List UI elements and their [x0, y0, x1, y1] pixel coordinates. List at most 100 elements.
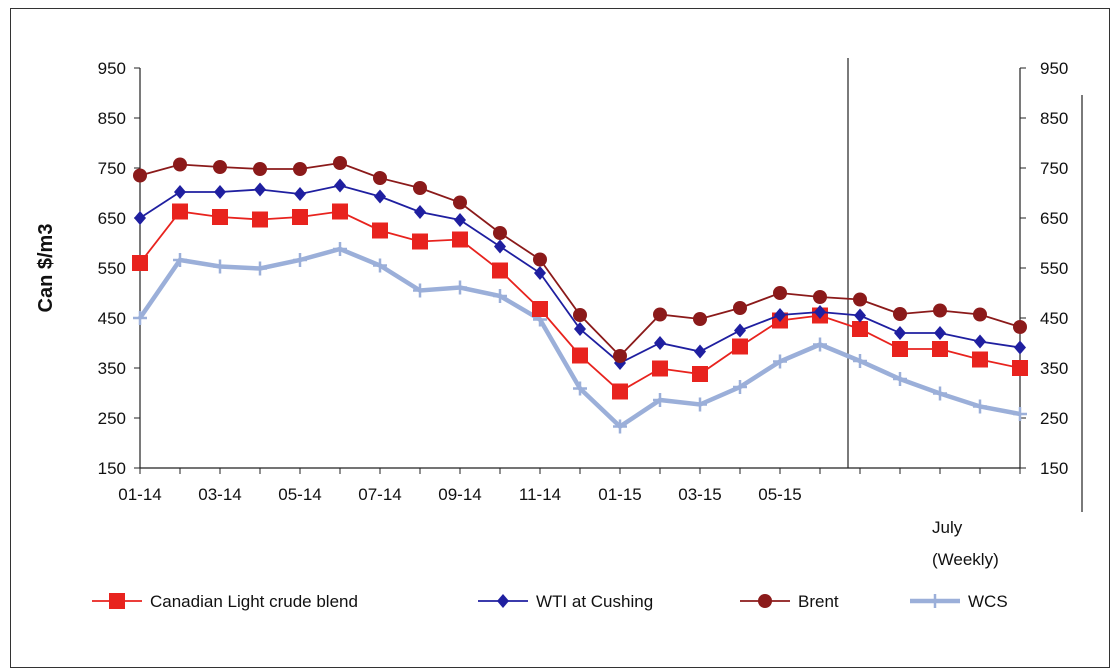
data-point-canadian-light-crude-blend: [972, 351, 988, 368]
legend-swatch-marker: [758, 594, 772, 608]
data-point-brent: [813, 290, 827, 304]
data-point-canadian-light-crude-blend: [532, 301, 548, 317]
legend-label: WTI at Cushing: [536, 592, 653, 611]
legend-label: WCS: [968, 592, 1008, 611]
data-point-wcs: [413, 283, 427, 298]
data-point-wti-at-cushing: [854, 308, 866, 323]
data-point-wti-at-cushing: [574, 322, 586, 336]
data-point-wcs: [453, 280, 467, 295]
data-point-wcs: [253, 261, 267, 276]
y-tick-label-right: 450: [1040, 309, 1068, 328]
data-point-brent: [1013, 320, 1027, 334]
data-point-wti-at-cushing: [494, 239, 506, 254]
data-point-brent: [213, 160, 227, 174]
y-tick-label-right: 350: [1040, 359, 1068, 378]
x-tick-label: 09-14: [438, 485, 481, 504]
data-point-wti-at-cushing: [214, 185, 226, 199]
x-tick-label: 05-14: [278, 485, 321, 504]
data-point-wcs: [933, 386, 947, 401]
y-axis-title: Can $/m3: [35, 224, 57, 313]
data-point-wti-at-cushing: [454, 213, 466, 227]
data-point-canadian-light-crude-blend: [332, 203, 348, 220]
data-point-wti-at-cushing: [934, 326, 946, 340]
data-point-canadian-light-crude-blend: [212, 209, 228, 225]
data-point-wti-at-cushing: [814, 305, 826, 319]
data-point-wcs: [973, 399, 987, 414]
data-point-wti-at-cushing: [1014, 340, 1026, 355]
data-point-wti-at-cushing: [294, 187, 306, 201]
data-point-canadian-light-crude-blend: [892, 341, 908, 357]
series-layer: [132, 156, 1028, 434]
weekly-label-line1: July: [932, 518, 963, 537]
data-point-wcs: [573, 381, 587, 396]
data-point-wcs: [613, 419, 627, 434]
data-point-brent: [533, 252, 547, 267]
legend-item-canadian-light-crude-blend: Canadian Light crude blend: [92, 592, 358, 611]
data-point-wti-at-cushing: [374, 189, 386, 204]
series-line-wcs: [138, 246, 1021, 430]
data-point-canadian-light-crude-blend: [492, 262, 508, 279]
data-point-canadian-light-crude-blend: [292, 209, 308, 225]
data-point-wcs: [693, 397, 707, 412]
data-point-canadian-light-crude-blend: [732, 338, 748, 355]
data-point-wcs: [653, 393, 667, 407]
x-tick-label: 01-15: [598, 485, 641, 504]
data-point-brent: [333, 156, 347, 170]
y-tick-label-left: 850: [98, 109, 126, 128]
data-point-wti-at-cushing: [734, 323, 746, 338]
data-point-wti-at-cushing: [894, 326, 906, 340]
data-point-brent: [453, 195, 467, 210]
x-tick-label: 03-14: [198, 485, 241, 504]
data-point-brent: [493, 226, 507, 240]
data-point-wcs: [773, 354, 787, 369]
data-point-wti-at-cushing: [134, 211, 146, 225]
data-point-brent: [853, 292, 867, 307]
data-point-wcs: [893, 372, 907, 386]
data-point-wti-at-cushing: [334, 178, 346, 193]
data-point-wti-at-cushing: [534, 266, 546, 280]
series-canadian-light-crude-blend: [132, 203, 1028, 400]
y-tick-label-left: 350: [98, 359, 126, 378]
data-point-brent: [573, 308, 587, 322]
data-point-canadian-light-crude-blend: [252, 211, 268, 228]
data-point-brent: [173, 157, 187, 172]
data-point-canadian-light-crude-blend: [1012, 360, 1028, 376]
data-point-brent: [773, 286, 787, 300]
y-tick-label-right: 750: [1040, 159, 1068, 178]
data-point-brent: [733, 301, 747, 315]
data-point-brent: [613, 349, 627, 363]
data-point-wcs: [373, 258, 387, 273]
data-point-brent: [693, 312, 707, 326]
y-tick-label-left: 750: [98, 159, 126, 178]
data-point-wti-at-cushing: [694, 344, 706, 359]
y-tick-label-right: 150: [1040, 459, 1068, 478]
data-point-canadian-light-crude-blend: [372, 222, 388, 239]
data-point-wcs: [333, 242, 347, 256]
data-point-wti-at-cushing: [254, 182, 266, 197]
data-point-brent: [893, 307, 907, 321]
data-point-wti-at-cushing: [774, 308, 786, 322]
data-point-canadian-light-crude-blend: [172, 203, 188, 220]
data-point-brent: [413, 181, 427, 195]
series-wcs: [133, 242, 1027, 434]
y-tick-label-right: 950: [1040, 59, 1068, 78]
y-tick-label-right: 250: [1040, 409, 1068, 428]
data-point-canadian-light-crude-blend: [652, 360, 668, 377]
data-point-brent: [933, 303, 947, 318]
data-point-wcs: [813, 337, 827, 352]
x-tick-label: 03-15: [678, 485, 721, 504]
y-tick-label-left: 450: [98, 309, 126, 328]
data-point-wcs: [173, 253, 187, 267]
y-tick-label-left: 550: [98, 259, 126, 278]
y-tick-label-left: 150: [98, 459, 126, 478]
data-point-wti-at-cushing: [654, 336, 666, 350]
legend-swatch-marker: [497, 594, 509, 608]
data-point-wcs: [1013, 407, 1027, 421]
weekly-label-line2: (Weekly): [932, 550, 999, 569]
data-point-brent: [253, 162, 267, 176]
y-tick-label-left: 950: [98, 59, 126, 78]
x-tick-label: 01-14: [118, 485, 161, 504]
data-point-canadian-light-crude-blend: [412, 233, 428, 250]
legend-item-wcs: WCS: [910, 592, 1008, 611]
